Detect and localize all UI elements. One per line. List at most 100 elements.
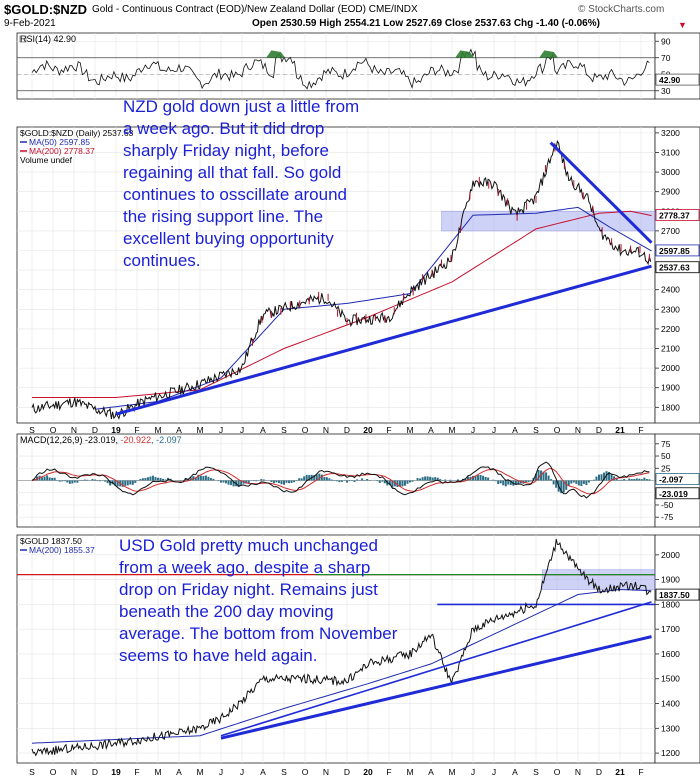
usd-x-tick-label-20: M (448, 767, 455, 777)
usd-x-tick-label-27: D (596, 767, 602, 777)
nzd-price-line (31, 140, 652, 420)
usd-tick-label-5: 1500 (661, 674, 680, 684)
nzd-tick-label-14: 1800 (661, 402, 680, 412)
nzd-ma200-value-label-box (655, 209, 700, 221)
usd-x-tick-label-4: 19 (111, 767, 121, 777)
nzd-ma50-line (94, 206, 652, 410)
usd-tick-label-1: 1900 (661, 575, 680, 585)
nzd-ma50-value-label: 2597.85 (659, 246, 690, 256)
nzd-x-tick-label-0: S (29, 425, 35, 435)
nzd-x-tick-label-16: 20 (363, 425, 373, 435)
usd-x-tick-label-21: J (471, 767, 475, 777)
macd-hist-value-label: -2.097 (659, 475, 683, 485)
nzd-x-tick-label-21: J (471, 425, 475, 435)
nzd-x-tick-label-13: O (302, 425, 309, 435)
usd-tick-label-3: 1700 (661, 624, 680, 634)
usd-tick-label-2: 1800 (661, 599, 680, 609)
usd-tick-label-6: 1400 (661, 699, 680, 709)
rsi-legend-swatch (19, 35, 27, 43)
usd-x-tick-label-5: F (134, 767, 139, 777)
nzd-x-tick-label-3: D (92, 425, 98, 435)
rsi-overbought-fill-0 (266, 50, 286, 58)
nzd-tick-label-12: 2000 (661, 363, 680, 373)
macd-line (31, 461, 650, 499)
nzd-x-tick-label-23: A (512, 425, 518, 435)
nzd-price-value-label-box (655, 261, 700, 274)
nzd-x-tick-label-24: S (533, 425, 539, 435)
usd-tick-label-8: 1200 (661, 748, 680, 758)
usd-trendline-0 (220, 635, 652, 740)
nzd-tick-label-1: 3100 (661, 147, 680, 157)
nzd-legend-ma50: MA(50) 2597.85 (29, 137, 90, 147)
header-description: Gold - Continuous Contract (EOD)/New Zea… (92, 4, 418, 15)
macd-tick-label-2: 25 (661, 463, 671, 473)
usd-x-tick-label-13: O (302, 767, 309, 777)
usd-x-tick-label-18: M (406, 767, 413, 777)
nzd-x-tick-label-8: M (196, 425, 203, 435)
rsi-overbought-fill-1 (455, 50, 475, 58)
nzd-tick-label-9: 2300 (661, 304, 680, 314)
usd-x-tick-label-26: N (575, 767, 581, 777)
nzd-x-tick-label-12: S (281, 425, 287, 435)
usd-x-tick-label-11: A (260, 767, 266, 777)
usd-x-tick-label-12: S (281, 767, 287, 777)
nzd-tick-label-0: 3200 (661, 128, 680, 138)
nzd-x-tick-label-15: D (344, 425, 350, 435)
rsi-tick-label-0: 90 (661, 36, 671, 46)
nzd-ma50-value-label-box (655, 244, 700, 257)
nzd-x-tick-label-10: J (240, 425, 244, 435)
usd-x-tick-label-16: 20 (363, 767, 373, 777)
nzd-ma200-line (32, 210, 652, 398)
nzd-x-tick-label-28: 21 (615, 425, 625, 435)
nzd-legend-volume: Volume undef (20, 155, 73, 165)
rsi-value-label-box (655, 73, 700, 86)
usd-x-tick-label-15: D (344, 767, 350, 777)
nzd-ma200-value-label: 2778.37 (659, 211, 690, 221)
nzd-x-tick-label-19: A (428, 425, 434, 435)
usd-x-tick-label-22: J (492, 767, 496, 777)
usd-price-line (31, 538, 652, 757)
usd-x-tick-label-23: A (512, 767, 518, 777)
nzd-x-tick-label-11: A (260, 425, 266, 435)
nzd-trendline-0 (115, 264, 652, 416)
nzd-tick-label-13: 1900 (661, 383, 680, 393)
rsi-legend: RSI(14) 42.90 (20, 34, 76, 44)
header-symbol: $GOLD:$NZD (4, 2, 88, 17)
usd-x-tick-label-7: A (176, 767, 182, 777)
macd-legend-part-0: MACD(12,26,9) -23.019, (20, 435, 121, 445)
usd-legend-price: $GOLD 1837.50 (20, 536, 82, 546)
rsi-tick-label-3: 30 (661, 86, 671, 96)
macd-tick-label-1: 50 (661, 451, 671, 461)
nzd-x-tick-label-27: D (596, 425, 602, 435)
nzd-tick-label-3: 2900 (661, 187, 680, 197)
nzd-panel-axis-frame (654, 126, 700, 424)
rsi-panel-axis-frame (654, 32, 700, 100)
macd-legend: MACD(12,26,9) -23.019, -20.922, -2.097 (20, 435, 182, 445)
nzd-legend-price: $GOLD:$NZD (Daily) 2537.63 (20, 128, 134, 138)
rsi-overbought-fill-2 (539, 50, 559, 58)
usd-x-tick-label-0: S (29, 767, 35, 777)
nzd-x-tick-label-17: F (386, 425, 391, 435)
usd-x-tick-label-10: J (240, 767, 244, 777)
usd-price-value-label: 1837.50 (659, 590, 690, 600)
header-watermark: © StockCharts.com (578, 4, 665, 15)
usd-price-value-label-box (655, 588, 700, 601)
header-date: 9-Feb-2021 (4, 18, 56, 29)
nzd-x-tick-label-25: O (554, 425, 561, 435)
usd-x-tick-label-19: A (428, 767, 434, 777)
macd-hist-value-label-box (655, 473, 700, 485)
nzd-x-tick-label-1: O (50, 425, 57, 435)
nzd-x-tick-label-26: N (575, 425, 581, 435)
usd-tick-label-0: 2000 (661, 550, 680, 560)
nzd-legend-ma200: MA(200) 2778.37 (29, 146, 95, 156)
usd-legend-ma200: MA(200) 1855.37 (29, 545, 95, 555)
rsi-value-label: 42.90 (659, 75, 681, 85)
nzd-x-tick-label-20: M (448, 425, 455, 435)
annotation-usd: USD Gold pretty much unchanged from a we… (119, 536, 398, 665)
macd-tick-label-0: 75 (661, 439, 671, 449)
usd-ma200-line (31, 588, 652, 744)
nzd-tick-label-11: 2100 (661, 344, 680, 354)
annotation-nzd: NZD gold down just a little from a week … (123, 97, 360, 270)
